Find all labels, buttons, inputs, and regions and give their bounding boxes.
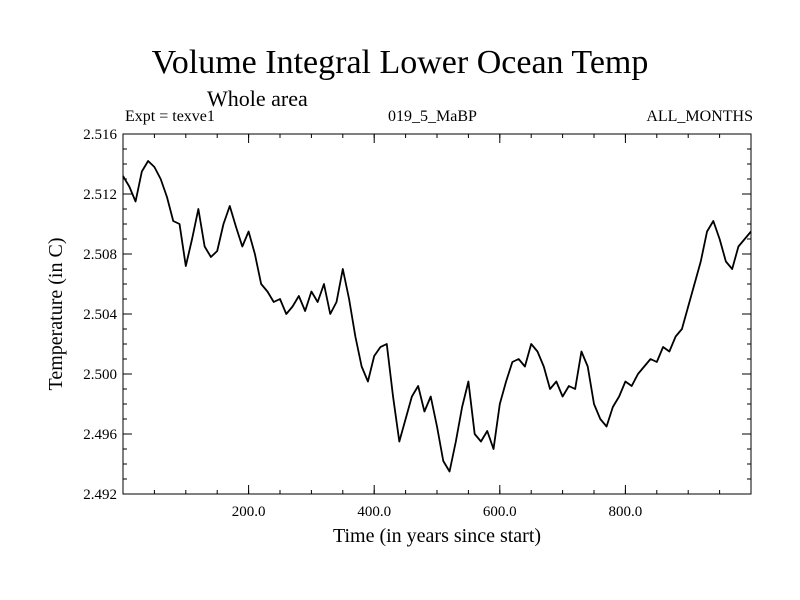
x-tick-label: 200.0 xyxy=(232,504,266,520)
chart-subtitle: Whole area xyxy=(207,86,308,111)
y-axis-label: Temperature (in C) xyxy=(45,238,67,391)
x-tick-label: 400.0 xyxy=(357,504,391,520)
series-line xyxy=(122,160,752,473)
x-tick-label: 800.0 xyxy=(609,504,643,520)
y-tick-label: 2.516 xyxy=(83,127,117,143)
y-tick-label: 2.496 xyxy=(83,427,117,443)
y-tick-label: 2.500 xyxy=(83,367,117,383)
experiment-label: Expt = texve1 xyxy=(125,108,215,125)
y-tick-label: 2.504 xyxy=(83,307,117,323)
months-label: ALL_MONTHS xyxy=(646,108,753,125)
x-tick-label: 600.0 xyxy=(483,504,517,520)
y-tick-label: 2.492 xyxy=(83,487,117,503)
plot-frame xyxy=(122,133,752,495)
axis-ticks: 2.492 2.496 2.500 2.504 2.508 2.512 2.516 200.0… xyxy=(83,127,752,520)
chart-title: Volume Integral Lower Ocean Temp xyxy=(151,44,649,81)
run-label: 019_5_MaBP xyxy=(388,108,477,125)
y-tick-label: 2.508 xyxy=(83,247,117,263)
x-axis-label: Time (in years since start) xyxy=(333,525,541,547)
y-tick-label: 2.512 xyxy=(83,187,117,203)
